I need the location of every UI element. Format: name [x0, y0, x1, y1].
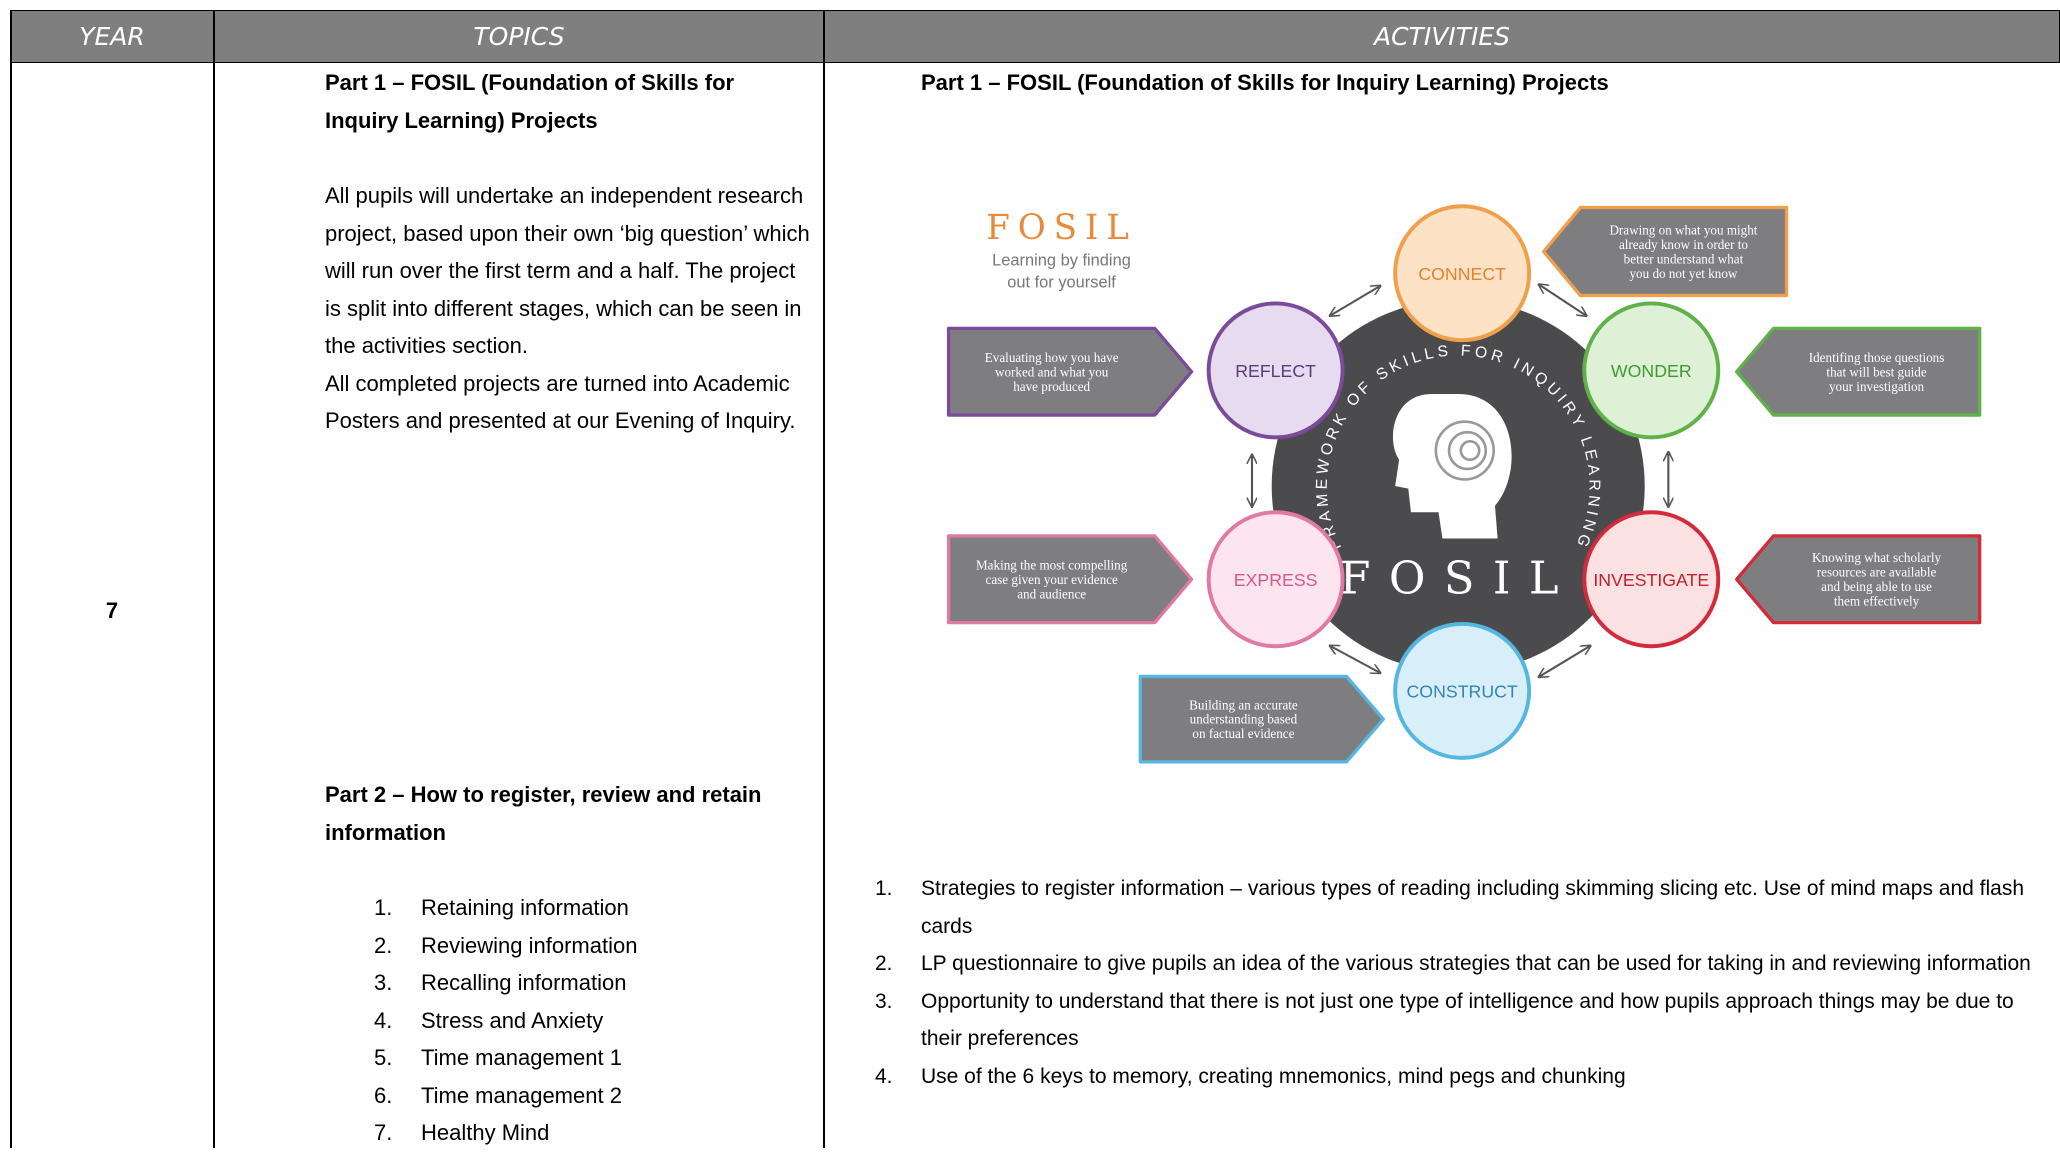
arrows [1252, 285, 1668, 676]
item-number: 5. [374, 1045, 393, 1070]
node-label: CONSTRUCT [1407, 681, 1518, 701]
node [1582, 301, 1721, 440]
node [1206, 301, 1345, 440]
callout-text: your investigation [1829, 379, 1925, 394]
item-text: Healthy Mind [421, 1120, 550, 1145]
callout-text: have produced [1013, 379, 1090, 394]
column-border [10, 10, 12, 1148]
header-row [10, 10, 2060, 63]
item-text: Time management 2 [421, 1082, 622, 1108]
item-number: 2. [374, 932, 393, 958]
callout-text: better understand what [1624, 251, 1744, 266]
callout-text: Drawing on what you might [1609, 222, 1757, 237]
item-text: Retaining information [421, 895, 629, 920]
center-label: FOSIL [1340, 553, 1577, 605]
node-label: CONNECT [1418, 264, 1506, 284]
item-number: 4. [875, 1064, 893, 1088]
head-icon [1392, 394, 1512, 539]
callout-text: that will best guide [1826, 364, 1926, 379]
topic-heading: Part 1 – FOSIL (Foundation of Skills for… [325, 70, 735, 133]
activity-heading: Part 1 – FOSIL (Foundation of Skills for… [921, 70, 1609, 95]
item-text: Use of the 6 keys to memory, creating mn… [921, 1064, 1626, 1088]
item-text: Reviewing information [421, 932, 638, 958]
spiral [1459, 440, 1481, 462]
item-number: 3. [374, 970, 393, 995]
node-label: REFLECT [1235, 361, 1316, 381]
topic-heading: Part 2 – How to register, review and ret… [325, 782, 762, 845]
logo: FOSIL [986, 208, 1137, 248]
node-label: INVESTIGATE [1593, 570, 1709, 590]
column-border [213, 10, 215, 1148]
callout-text: Knowing what scholarly [1812, 550, 1941, 565]
spiral [1447, 430, 1488, 471]
callout-text: Building an accurate [1189, 697, 1298, 712]
item-text: Time management 1 [421, 1045, 622, 1070]
callout-text: and being able to use [1821, 579, 1932, 594]
item-number: 6. [374, 1082, 393, 1108]
item-number: 1. [374, 895, 393, 920]
item-number: 7. [374, 1120, 393, 1145]
item-text: Stress and Anxiety [421, 1007, 604, 1033]
node-label: WONDER [1611, 361, 1692, 381]
node [1206, 510, 1345, 649]
item-number: 1. [875, 877, 893, 900]
column-border [823, 10, 825, 1148]
callout-text: on factual evidence [1192, 726, 1294, 741]
callout-text: resources are available [1817, 565, 1937, 580]
callout-text: you do not yet know [1630, 266, 1738, 281]
item-number: 4. [374, 1007, 393, 1033]
callout-text: and audience [1017, 586, 1086, 601]
callout [1541, 205, 1789, 298]
callout-text: case given your evidence [986, 572, 1118, 587]
node [1393, 204, 1532, 343]
tagline: Learning by finding [992, 251, 1131, 269]
callout-text: understanding based [1190, 712, 1298, 727]
tagline: out for yourself [1007, 274, 1116, 292]
callout [1735, 326, 1982, 417]
item-number: 2. [875, 952, 893, 975]
callout-text: Evaluating how you have [985, 350, 1119, 365]
callout [1735, 534, 1982, 625]
spiral [1434, 420, 1495, 481]
node [1393, 621, 1532, 760]
item-text: Opportunity to understand that there is … [921, 989, 2014, 1051]
callout [946, 534, 1194, 625]
item-text: LP questionnaire to give pupils an idea … [921, 952, 2031, 975]
header-topics: TOPICS [473, 22, 565, 51]
callout-text: already know in order to [1619, 237, 1748, 252]
callout-text: them effectively [1834, 594, 1920, 609]
item-text: Recalling information [421, 970, 627, 995]
item-number: 3. [875, 989, 893, 1013]
year-cell: 7 [105, 598, 119, 623]
item-text: Strategies to register information – var… [921, 877, 2025, 938]
paragraph: All completed projects are turned into A… [325, 370, 796, 434]
callout-text: Identifing those questions [1809, 350, 1945, 365]
paragraph: All pupils will undertake an independent… [325, 183, 810, 358]
callout-text: Making the most compelling [976, 557, 1128, 572]
callout [1138, 674, 1385, 764]
callout [946, 326, 1194, 417]
topic-text: All pupils will undertake an independent… [325, 177, 810, 440]
header-year: YEAR [79, 22, 145, 51]
node-label: EXPRESS [1234, 570, 1318, 590]
node [1582, 510, 1721, 649]
callout-text: worked and what you [995, 364, 1109, 379]
header-activities: ACTIVITIES [1374, 22, 1510, 51]
